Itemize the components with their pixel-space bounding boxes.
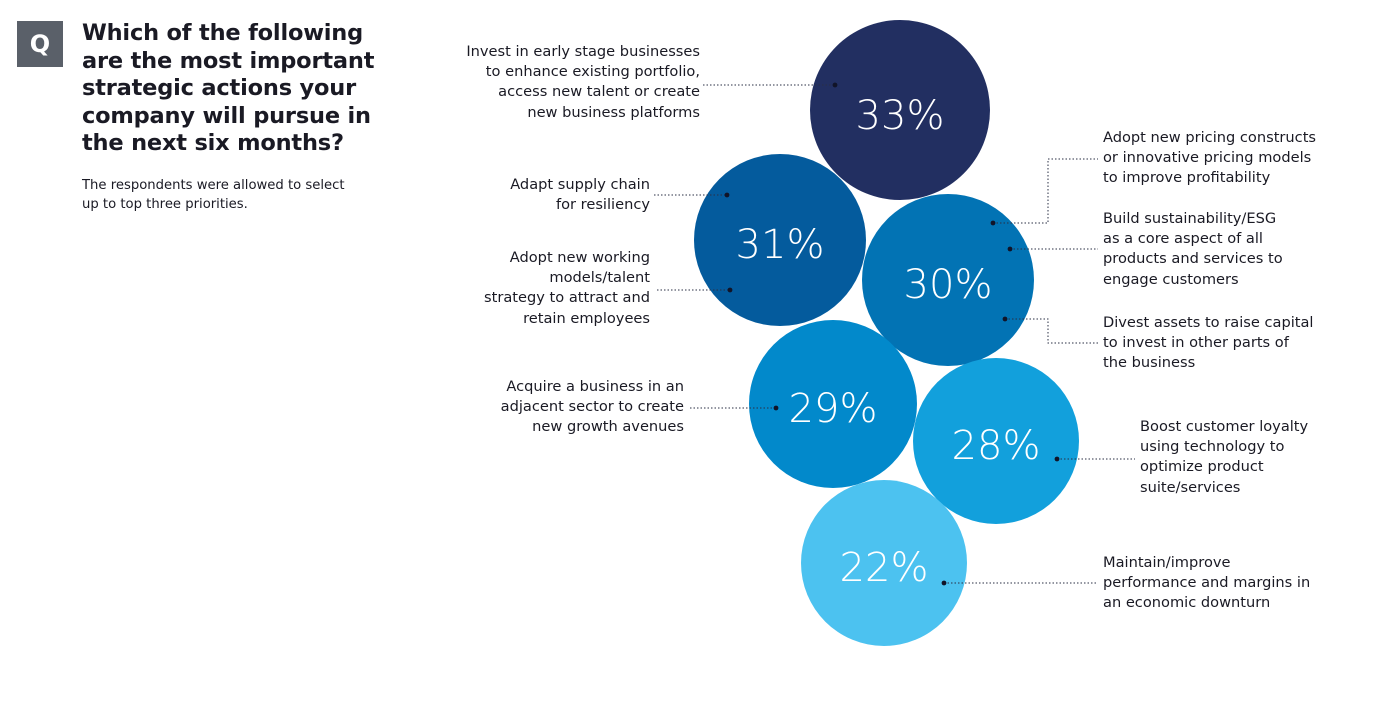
category-label: Adapt supply chain for resiliency: [510, 175, 650, 215]
category-label: Adopt new working models/talent strategy t…: [484, 248, 650, 329]
title-line: are the most important: [82, 47, 375, 74]
category-label-line: as a core aspect of all: [1103, 230, 1263, 248]
category-label-line: performance and margins in: [1103, 574, 1311, 592]
bubble-value-label: 33%: [856, 93, 945, 139]
leader-dot: [1054, 456, 1060, 462]
category-label-line: Divest assets to raise capital: [1103, 314, 1314, 331]
category-label-line: Acquire a business in an: [506, 378, 684, 395]
chart-subtitle: The respondents were allowed to select up…: [82, 176, 345, 214]
leader-dot: [941, 580, 947, 586]
leader-dot: [724, 192, 730, 198]
category-label-line: models/talent: [549, 269, 650, 287]
category-label-line: Adopt new pricing constructs: [1103, 129, 1317, 146]
bubble-value-label: 31%: [736, 222, 825, 268]
bubble-33: [810, 20, 990, 200]
category-label-line: adjacent sector to create: [500, 398, 684, 416]
category-label-line: retain employees: [523, 309, 650, 327]
category-label-line: Invest in early stage businesses: [466, 43, 700, 60]
category-label-line: Adapt supply chain: [510, 176, 650, 193]
category-label-line: access new talent or create: [498, 83, 700, 101]
category-label-line: for resiliency: [555, 196, 650, 214]
category-label-line: the business: [1103, 354, 1196, 372]
bubble-30: [862, 194, 1034, 366]
leader-dot: [727, 287, 733, 293]
bubble-29: [749, 320, 917, 488]
bubble-22: [801, 480, 967, 646]
title-line: strategic actions your: [82, 75, 356, 101]
leader-line: [993, 158, 1098, 224]
title-line: the next six months?: [82, 130, 344, 156]
category-label: Invest in early stage businesses to enhan…: [466, 42, 700, 123]
category-label-line: Boost customer loyalty: [1140, 418, 1309, 435]
leader-line: [1005, 318, 1098, 344]
bubble-value-label: 28%: [952, 423, 1041, 469]
subtitle-line: The respondents were allowed to select: [82, 178, 345, 193]
leader-dot: [773, 405, 779, 411]
title-line: company will pursue in: [82, 102, 371, 129]
category-label-line: strategy to attract and: [484, 289, 650, 307]
category-label: Divest assets to raise capital to invest …: [1103, 313, 1313, 374]
category-label-line: suite/services: [1140, 478, 1241, 496]
bubble-28: [913, 358, 1079, 524]
category-label-line: to improve profitability: [1103, 169, 1271, 187]
category-label: Build sustainability/ESG as a core aspect…: [1103, 209, 1283, 290]
leader-dot: [990, 220, 996, 226]
category-label: Boost customer loyalty using technology t…: [1140, 417, 1308, 498]
question-badge: Q: [17, 21, 63, 67]
category-label-line: Adopt new working: [509, 249, 650, 266]
leader-dot: [832, 82, 838, 88]
category-label-line: new business platforms: [527, 103, 700, 121]
category-label: Maintain/improve performance and margins …: [1103, 553, 1310, 614]
category-label: Adopt new pricing constructs or innovativ…: [1103, 128, 1316, 189]
leader-dot: [1002, 316, 1008, 322]
category-label-line: new growth avenues: [532, 418, 684, 436]
subtitle-line: up to top three priorities.: [82, 197, 248, 212]
category-label-line: products and services to: [1103, 250, 1283, 268]
category-label-line: to invest in other parts of: [1103, 334, 1289, 352]
bubble-31: [694, 154, 866, 326]
category-label-line: or innovative pricing models: [1103, 149, 1312, 167]
chart-title: Which of the following are the most impor…: [82, 20, 382, 158]
bubble-value-label: 29%: [789, 386, 878, 432]
category-label: Acquire a business in an adjacent sector …: [501, 377, 684, 438]
category-label-line: using technology to: [1140, 438, 1285, 456]
bubble-value-label: 22%: [840, 545, 929, 591]
title-line: Which of the following: [82, 20, 364, 46]
category-label-line: Build sustainability/ESG: [1103, 210, 1277, 227]
category-label-line: to enhance existing portfolio,: [485, 63, 700, 81]
category-label-line: an economic downturn: [1103, 594, 1271, 612]
bubble-value-label: 30%: [904, 262, 993, 308]
category-label-line: Maintain/improve: [1103, 554, 1231, 571]
category-label-line: optimize product: [1140, 458, 1264, 476]
category-label-line: engage customers: [1103, 270, 1239, 288]
leader-dot: [1007, 246, 1013, 252]
